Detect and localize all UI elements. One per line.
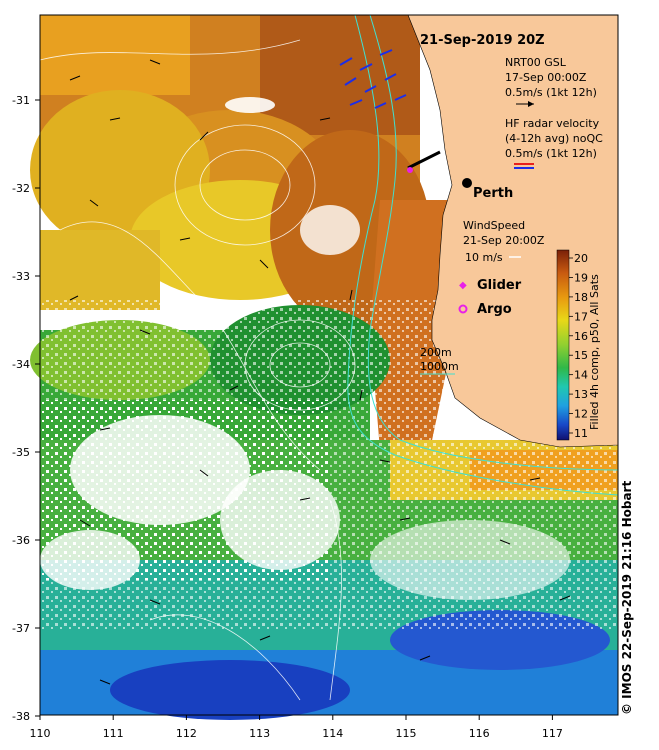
y-tick-label: -36	[12, 534, 30, 547]
glider-label: Glider	[477, 278, 522, 293]
x-tick-label: 113	[249, 727, 270, 740]
colorbar-tick-label: 13	[574, 388, 588, 401]
y-tick-label: -32	[12, 182, 30, 195]
colorbar-tick-label: 15	[574, 349, 588, 362]
ssh-contours	[39, 39, 356, 701]
colorbar: 20 19 18 17 16 15 14 13 12 11 Filled 4h comp, p50…	[556, 249, 601, 441]
colorbar-tick-label: 11	[574, 427, 588, 440]
glider-diamond-icon: ◆	[459, 280, 467, 291]
argo-label: Argo	[477, 302, 512, 317]
copyright-label: © IMOS 22-Sep-2019 21:16 Hobart	[620, 480, 634, 715]
y-tick-label: -38	[12, 710, 30, 723]
x-axis: 110 111 112 113 114 115 116 117	[30, 715, 563, 740]
y-tick-label: -31	[12, 94, 30, 107]
contour-200-label: 200m	[420, 346, 452, 359]
colorbar-tick-label: 17	[574, 310, 588, 323]
colorbar-tick-label: 12	[574, 408, 588, 421]
contour-1000-label: 1000m	[420, 360, 459, 373]
glider-marker	[407, 167, 413, 173]
glider-track	[407, 150, 441, 170]
y-tick-label: -37	[12, 622, 30, 635]
hf-scale: 0.5m/s (1kt 12h)	[505, 147, 597, 160]
x-tick-label: 112	[176, 727, 197, 740]
legend: NRT00 GSL 17-Sep 00:00Z 0.5m/s (1kt 12h)…	[420, 56, 603, 375]
y-tick-label: -34	[12, 358, 30, 371]
hf-title: HF radar velocity	[505, 117, 600, 130]
hf-radar-vectors	[339, 49, 407, 109]
colorbar-tick-label: 16	[574, 330, 588, 343]
y-tick-label: -35	[12, 446, 30, 459]
colorbar-tick-label: 19	[574, 271, 588, 284]
map-title: 21-Sep-2019 20Z	[420, 33, 545, 48]
current-vectors	[69, 59, 571, 685]
gsl-title: NRT00 GSL	[505, 56, 567, 69]
contour-200m	[367, 14, 619, 471]
colorbar-label: Filled 4h comp, p50, All Sats	[588, 274, 601, 430]
colorbar-tick-label: 20	[574, 252, 588, 265]
y-tick-label: -33	[12, 270, 30, 283]
contour-1000m	[347, 14, 619, 496]
hf-sub: (4-12h avg) noQC	[505, 132, 603, 145]
x-tick-label: 111	[103, 727, 124, 740]
x-tick-label: 117	[542, 727, 563, 740]
x-tick-label: 116	[469, 727, 490, 740]
argo-circle-icon	[458, 304, 468, 314]
perth-marker	[462, 178, 472, 188]
x-tick-label: 114	[322, 727, 343, 740]
colorbar-tick-label: 18	[574, 291, 588, 304]
map-area: Perth	[30, 14, 619, 720]
x-tick-label: 110	[30, 727, 51, 740]
gsl-scale: 0.5m/s (1kt 12h)	[505, 86, 597, 99]
colorbar-ramp	[556, 249, 570, 441]
x-tick-label: 115	[396, 727, 417, 740]
wind-title: WindSpeed	[463, 219, 525, 232]
wind-scale: 10 m/s	[465, 251, 503, 264]
perth-label: Perth	[473, 186, 513, 201]
gsl-time: 17-Sep 00:00Z	[505, 71, 587, 84]
colorbar-tick-label: 14	[574, 369, 588, 382]
wind-time: 21-Sep 20:00Z	[463, 234, 545, 247]
y-axis: -31 -32 -33 -34 -35 -36 -37 -38	[12, 94, 40, 723]
